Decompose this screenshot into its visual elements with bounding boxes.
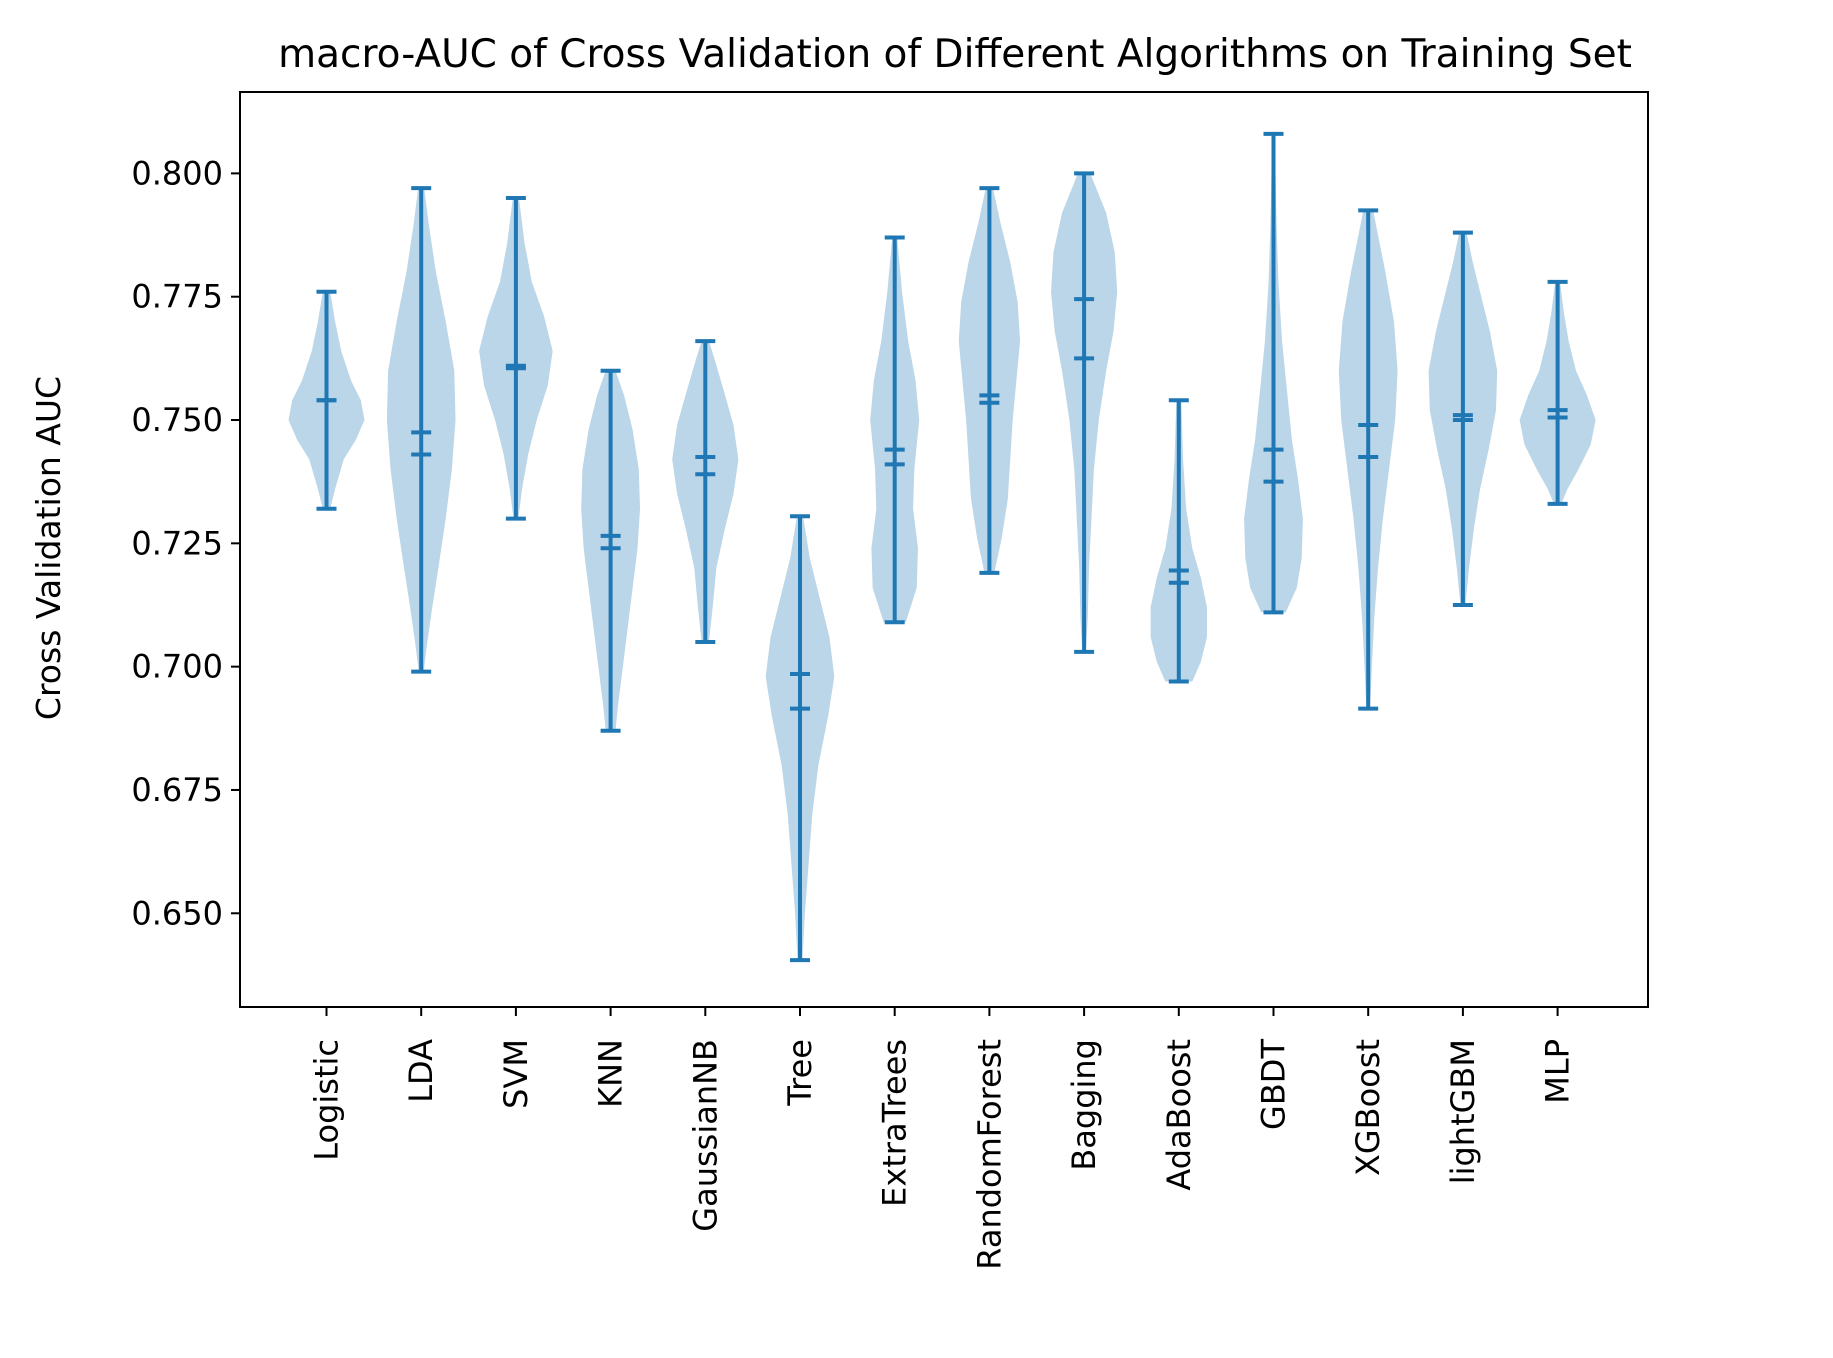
x-tick-label: Tree [781,1039,819,1107]
y-tick-label: 0.725 [131,524,223,562]
x-tick-label: KNN [592,1039,630,1108]
violin-knn [581,368,641,733]
y-tick-label: 0.700 [131,648,223,686]
x-tick-label: RandomForest [970,1039,1008,1270]
violin-gaussiannb [672,339,739,644]
y-axis-label: Cross Validation AUC [29,376,68,720]
y-tick-label: 0.800 [131,154,223,192]
violin-mlp [1519,279,1596,506]
violin-bagging [1051,171,1118,654]
plot-area-frame [239,91,1649,1008]
y-tick-label: 0.775 [131,278,223,316]
x-tick-label: GBDT [1255,1039,1293,1130]
x-tick-label: Logistic [308,1039,346,1161]
y-tick-label: 0.675 [131,771,223,809]
violin-randomforest [958,186,1021,575]
x-tick-label: XGBoost [1349,1039,1387,1176]
violin-gbdt [1244,131,1303,615]
y-tick-label: 0.650 [131,894,223,932]
x-axis: Logistic LDA SVM KNN GaussianNB Tree ExtraTree… [308,1007,1577,1270]
violin-lda [386,186,456,674]
violin-tree [765,514,835,963]
x-tick-label: GaussianNB [686,1039,724,1232]
x-tick-label: Bagging [1065,1039,1103,1171]
x-tick-label: AdaBoost [1160,1039,1198,1191]
violin-adaboost [1150,398,1207,684]
x-tick-label: ExtraTrees [876,1039,914,1207]
x-tick-label: SVM [497,1039,535,1109]
violin-extratrees [870,235,920,625]
y-tick-label: 0.750 [131,401,223,439]
x-tick-label: lightGBM [1444,1039,1482,1184]
x-tick-label: LDA [402,1039,440,1103]
violin-lightgbm [1428,230,1498,607]
violin-svm [479,196,553,521]
violin-xgboost [1338,208,1398,711]
violin-logistic [288,289,365,511]
y-axis: 0.650 0.675 0.700 0.725 0.750 0.775 0.800 [131,154,240,932]
chart-title: macro-AUC of Cross Validation of Differe… [278,32,1632,77]
x-tick-label: MLP [1539,1039,1577,1104]
violin-group [288,131,1596,963]
